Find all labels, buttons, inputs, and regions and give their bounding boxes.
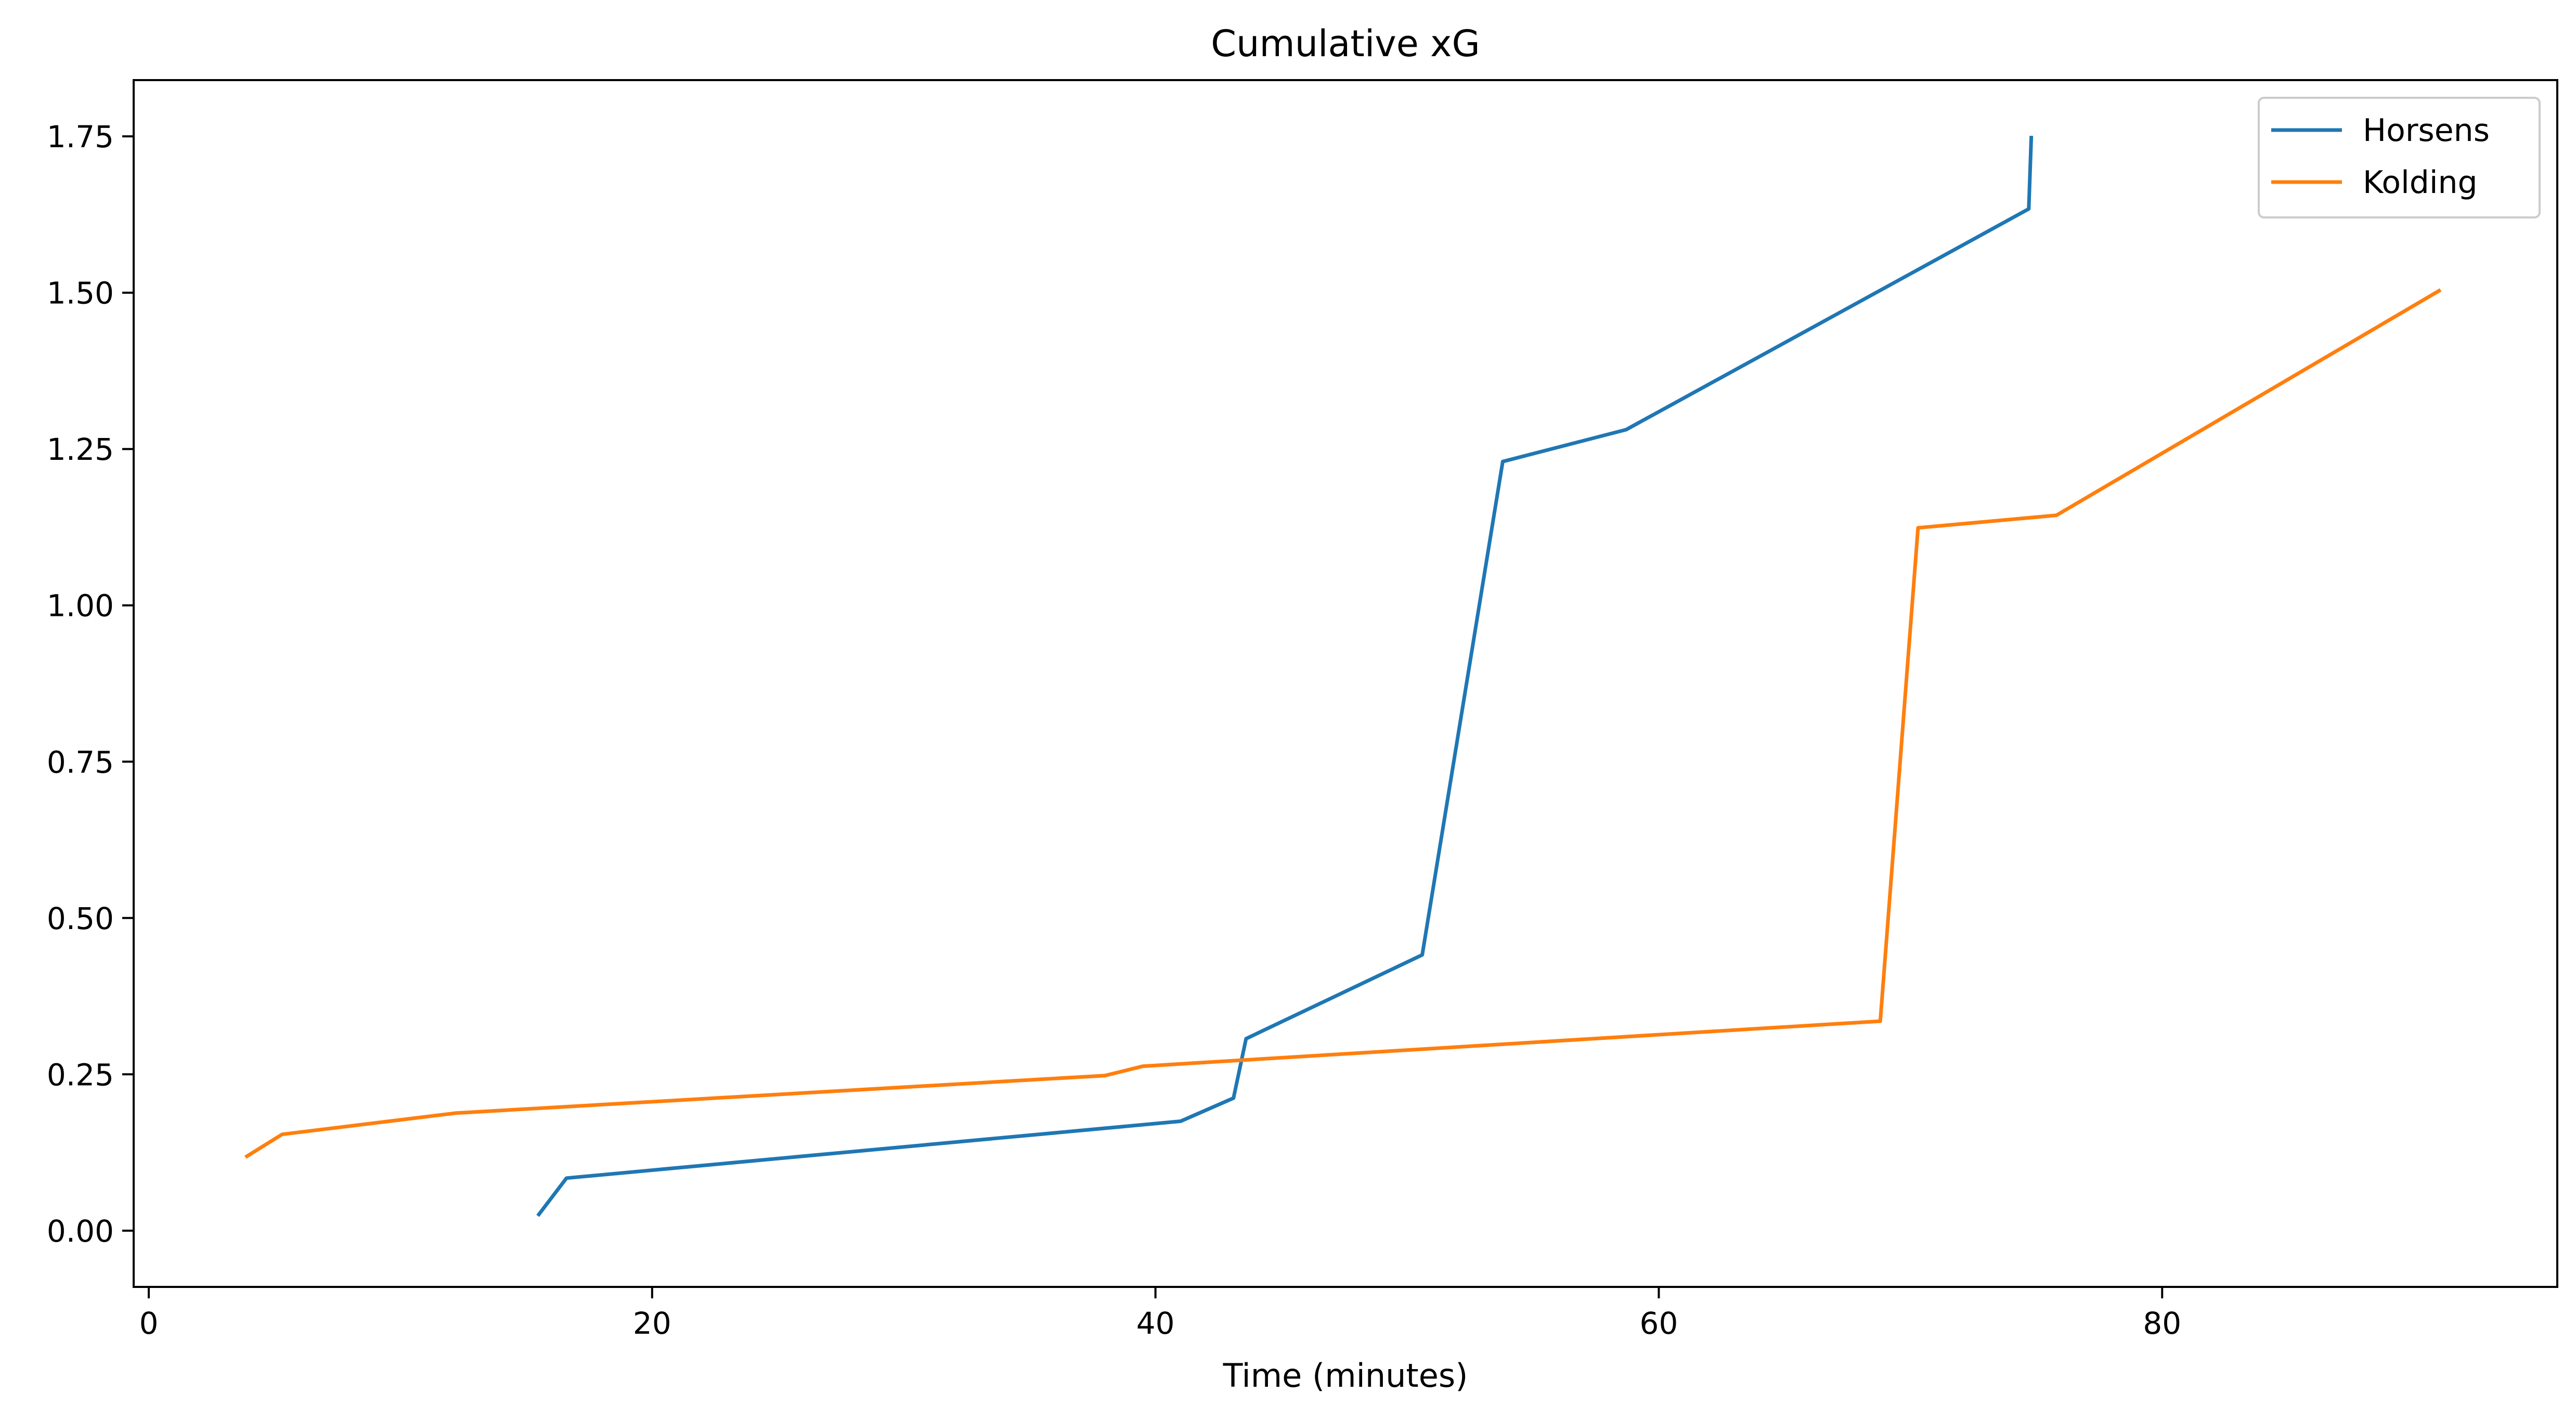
series-line-kolding xyxy=(244,288,2442,1159)
legend-label: Horsens xyxy=(2363,112,2490,149)
chart-title: Cumulative xG xyxy=(1211,22,1480,65)
series-layer xyxy=(244,135,2442,1217)
legend-box xyxy=(2258,97,2541,218)
x-tick-label: 60 xyxy=(1640,1306,1678,1341)
legend-label: Kolding xyxy=(2363,164,2478,201)
y-tick-label: 1.25 xyxy=(47,432,114,467)
y-tick-label: 0.50 xyxy=(47,901,114,936)
series-line-horsens xyxy=(536,135,2034,1217)
legend: Horsens Kolding xyxy=(2258,97,2541,218)
y-tick-label: 1.50 xyxy=(47,276,114,311)
x-axis: 0 20 40 60 80 xyxy=(139,1287,2181,1341)
x-tick-label: 40 xyxy=(1136,1306,1175,1341)
x-tick-label: 20 xyxy=(633,1306,671,1341)
y-axis: 0.00 0.25 0.50 0.75 1.00 1.25 1.50 1.75 xyxy=(47,119,134,1249)
y-tick-label: 0.75 xyxy=(47,744,114,780)
y-tick-label: 0.00 xyxy=(47,1214,114,1249)
y-tick-label: 0.25 xyxy=(47,1057,114,1092)
x-tick-label: 0 xyxy=(139,1306,159,1341)
x-axis-label: Time (minutes) xyxy=(1223,1357,1468,1395)
plot-frame xyxy=(133,79,2558,1288)
y-tick-label: 1.00 xyxy=(47,588,114,624)
y-tick-label: 1.75 xyxy=(47,119,114,154)
x-tick-label: 80 xyxy=(2143,1306,2181,1341)
